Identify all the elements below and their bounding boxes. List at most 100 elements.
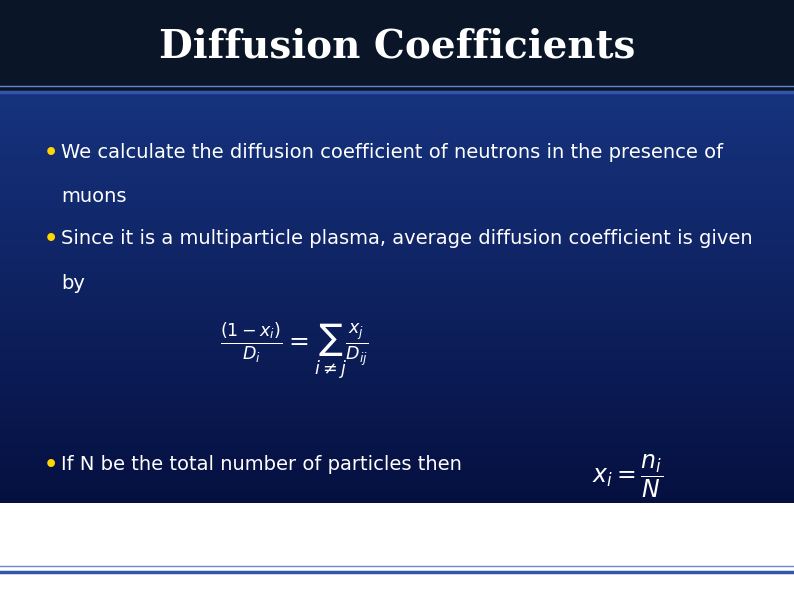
Bar [0, 95, 794, 101]
Bar [0, 212, 794, 218]
Bar [0, 91, 794, 96]
Bar [0, 397, 794, 402]
Bar [0, 284, 794, 289]
Bar [0, 426, 794, 431]
Bar [0, 493, 794, 499]
Bar [0, 154, 794, 159]
Text: •: • [44, 143, 58, 163]
Bar [0, 376, 794, 381]
Bar [0, 321, 794, 327]
Bar [0, 229, 794, 234]
Bar [0, 15, 794, 21]
Bar [0, 233, 794, 239]
Bar [0, 66, 794, 71]
Bar [0, 443, 794, 448]
Bar [0, 225, 794, 230]
Bar [0, 24, 794, 29]
Text: by: by [61, 274, 85, 293]
Bar [0, 200, 794, 205]
Bar [0, 221, 794, 226]
Bar [0, 342, 794, 347]
Bar [0, 255, 794, 260]
Bar [0, 372, 794, 377]
Bar [0, 150, 794, 155]
Bar [0, 54, 794, 59]
Bar [0, 384, 794, 390]
Bar [0, 104, 794, 109]
Bar [0, 489, 794, 494]
Bar [0, 204, 794, 209]
Bar [0, 389, 794, 394]
Bar [0, 87, 794, 92]
Bar [0, 309, 794, 314]
Bar [0, 481, 794, 486]
Bar [0, 162, 794, 168]
Bar [0, 32, 794, 37]
Bar [0, 460, 794, 465]
Bar [0, 464, 794, 469]
Bar [0, 28, 794, 33]
Bar [0, 263, 794, 268]
Bar [0, 116, 794, 121]
Bar [0, 434, 794, 440]
Bar [0, 250, 794, 256]
Bar [0, 292, 794, 298]
Bar [0, 108, 794, 113]
Bar [0, 217, 794, 222]
Bar [0, 0, 794, 92]
Bar [0, 405, 794, 411]
Bar [0, 409, 794, 415]
Bar [0, 472, 794, 478]
Bar [0, 334, 794, 339]
Bar [0, 74, 794, 80]
Bar [0, 145, 794, 151]
Bar [0, 141, 794, 146]
Bar [0, 271, 794, 277]
Bar [0, 79, 794, 84]
Bar [0, 338, 794, 343]
Bar [0, 288, 794, 293]
Bar [0, 192, 794, 197]
Bar [0, 83, 794, 88]
Bar [0, 364, 794, 369]
Text: If N be the total number of particles then: If N be the total number of particles th… [61, 455, 462, 474]
Bar [0, 259, 794, 264]
Bar [0, 355, 794, 361]
Bar [0, 368, 794, 373]
Bar [0, 7, 794, 12]
Bar [0, 11, 794, 17]
Text: Since it is a multiparticle plasma, average diffusion coefficient is given: Since it is a multiparticle plasma, aver… [61, 229, 753, 248]
Bar [0, 208, 794, 214]
Bar [0, 305, 794, 310]
Bar [0, 133, 794, 138]
Text: We calculate the diffusion coefficient of neutrons in the presence of: We calculate the diffusion coefficient o… [61, 143, 723, 162]
Bar [0, 422, 794, 427]
Bar [0, 175, 794, 180]
Bar [0, 58, 794, 63]
Bar [0, 456, 794, 461]
Text: muons: muons [61, 187, 126, 206]
Bar [0, 430, 794, 436]
Bar [0, 183, 794, 189]
Text: $x_i = \dfrac{n_i}{N}$: $x_i = \dfrac{n_i}{N}$ [592, 452, 663, 500]
Bar [0, 120, 794, 126]
Bar [0, 237, 794, 243]
Text: •: • [44, 455, 58, 475]
Bar [0, 242, 794, 247]
Text: $\frac{(1-x_i)}{D_i} = \sum_{i \neq j} \frac{x_j}{D_{ij}}$: $\frac{(1-x_i)}{D_i} = \sum_{i \neq j} \… [220, 320, 368, 382]
Bar [0, 477, 794, 482]
Bar [0, 70, 794, 76]
Bar [0, 49, 794, 55]
Bar [0, 418, 794, 423]
Bar [0, 296, 794, 302]
Bar [0, 414, 794, 419]
Bar [0, 179, 794, 184]
Bar [0, 275, 794, 281]
Bar [0, 20, 794, 25]
Bar [0, 451, 794, 457]
Bar [0, 313, 794, 318]
Text: Diffusion Coefficients: Diffusion Coefficients [159, 27, 635, 65]
Bar [0, 300, 794, 306]
Bar [0, 359, 794, 365]
Bar [0, 317, 794, 322]
